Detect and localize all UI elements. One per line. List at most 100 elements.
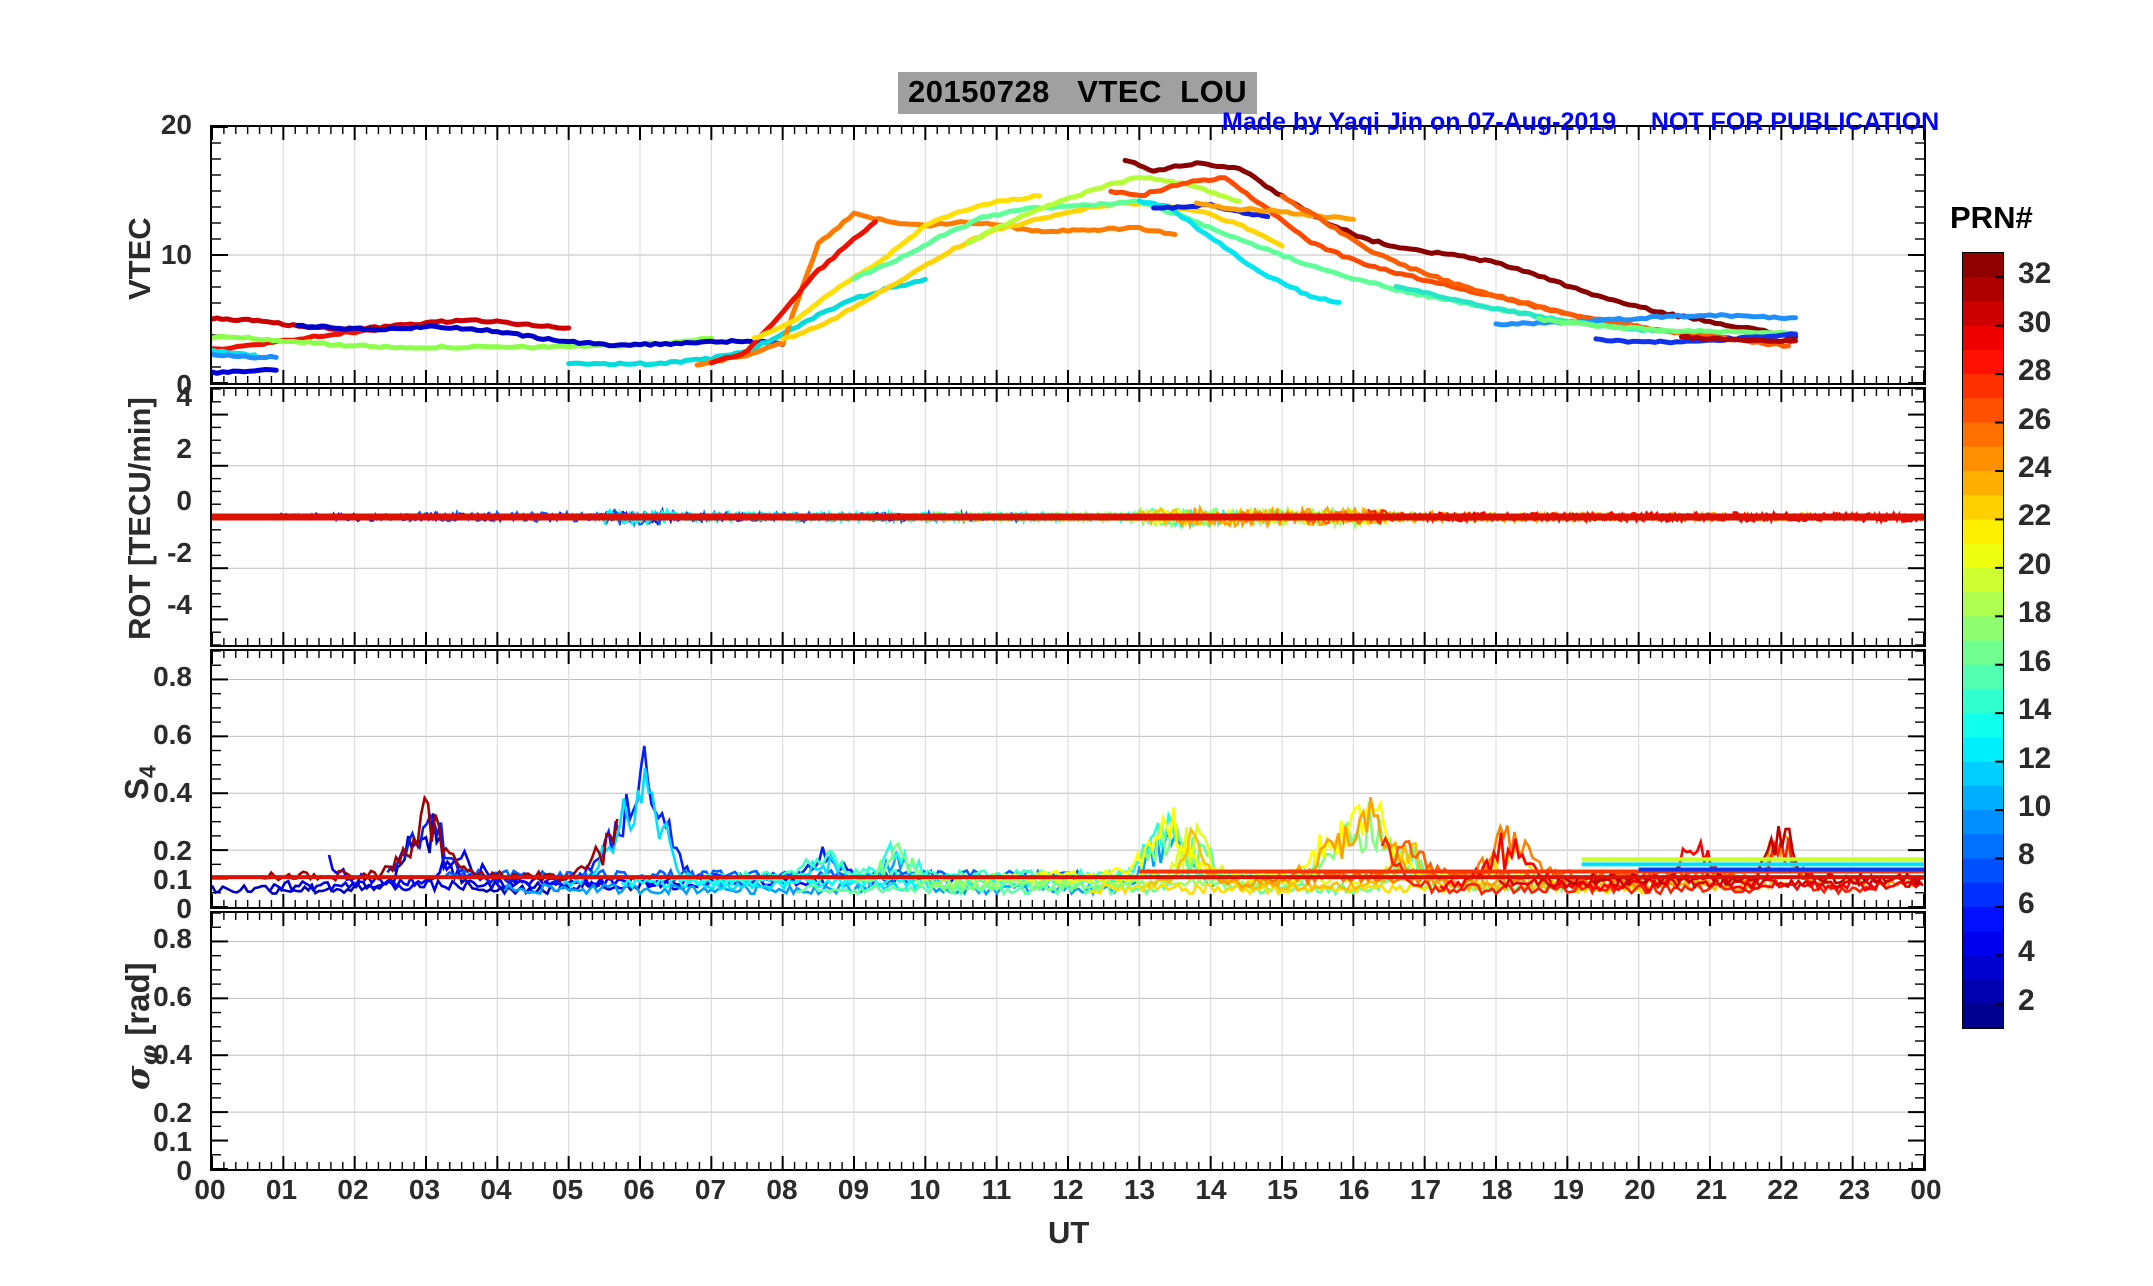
- s4-series-prn-12: [562, 767, 918, 892]
- panel-vtec: [210, 125, 1926, 385]
- s4-traces: [212, 745, 1924, 898]
- colorbar-swatch: [1963, 277, 2003, 303]
- credit-annotation: Made by Yaqi Jin on 07-Aug-2019 NOT FOR …: [1222, 108, 1940, 136]
- ytick-rot-2: 2: [176, 433, 192, 464]
- xtick-19: 19: [1552, 1174, 1585, 1205]
- colorbar-swatch: [1963, 543, 2003, 569]
- xtick-13: 13: [1123, 1174, 1156, 1205]
- colorbar-swatch: [1963, 374, 2003, 399]
- ytick-s4-04: 0.4: [153, 777, 192, 808]
- colorbar-swatch: [1963, 349, 2003, 375]
- ytick-rot-m2: -2: [167, 537, 192, 568]
- vtec-series-prn-28: [708, 219, 878, 366]
- colorbar-swatch: [1963, 325, 2003, 351]
- colorbar-swatch: [1963, 858, 2003, 884]
- ytick-sp-0: 0: [176, 1155, 192, 1186]
- colorbar-swatch: [1963, 567, 2003, 593]
- xtick-3: 03: [408, 1174, 441, 1205]
- colorbar-tick-24: 24: [2018, 450, 2052, 484]
- ytick-vtec-20: 20: [160, 109, 192, 140]
- xtick-2: 02: [337, 1174, 369, 1205]
- vtec-traces: [212, 157, 1799, 376]
- vtec-series-prn-15: [1536, 315, 1799, 337]
- ytick-rot-m4: -4: [167, 589, 192, 620]
- colorbar-tick-20: 20: [2018, 547, 2052, 581]
- panel-axes: [212, 913, 1924, 1169]
- xtick-4: 04: [480, 1174, 512, 1205]
- colorbar-swatch: [1963, 616, 2003, 642]
- ytick-s4-08: 0.8: [153, 661, 192, 692]
- colorbar-swatch: [1963, 737, 2003, 763]
- colorbar-tick-16: 16: [2018, 644, 2052, 678]
- colorbar-tick-14: 14: [2018, 693, 2052, 727]
- panel-axes: [212, 389, 1924, 645]
- vtec-series-prn-25: [1279, 193, 1791, 349]
- xtick-21: 21: [1695, 1174, 1728, 1205]
- colorbar-tick-22: 22: [2018, 499, 2052, 533]
- s4-series-prn-21: [1030, 799, 1528, 882]
- vtec-series-prn-10: [212, 351, 279, 361]
- panel-axes: [212, 127, 1924, 383]
- ytick-vtec-10: 10: [160, 239, 192, 270]
- colorbar-swatch: [1963, 979, 2003, 1005]
- axis-title-ut: UT: [1048, 1215, 1090, 1250]
- colorbar-swatch: [1963, 664, 2003, 690]
- colorbar-swatch: [1963, 640, 2003, 666]
- xtick-24: 00: [1910, 1174, 1942, 1205]
- colorbar-swatch: [1963, 931, 2003, 956]
- colorbar-title: PRN#: [1950, 200, 2033, 235]
- s4-series-prn-31: [1556, 825, 1923, 887]
- ytick-s4-06: 0.6: [153, 719, 192, 750]
- panel-rot: [210, 387, 1926, 647]
- vtec-series-prn-4: [295, 322, 786, 349]
- xtick-20: 20: [1624, 1174, 1656, 1205]
- xtick-18: 18: [1481, 1174, 1513, 1205]
- xtick-17: 17: [1409, 1174, 1442, 1205]
- vtec-series-prn-20: [780, 199, 1285, 342]
- xtick-5: 05: [551, 1174, 584, 1205]
- colorbar-swatch: [1963, 761, 2003, 787]
- xtick-22: 22: [1767, 1174, 1799, 1205]
- colorbar-swatch: [1963, 882, 2003, 908]
- colorbar-swatch: [1963, 785, 2003, 811]
- colorbar-swatch: [1963, 446, 2003, 472]
- panel-sigma-phi: [210, 911, 1926, 1171]
- colorbar-swatch: [1963, 422, 2003, 448]
- xtick-15: 15: [1266, 1174, 1299, 1205]
- xtick-23: 23: [1838, 1174, 1871, 1205]
- colorbar-swatch: [1963, 906, 2003, 932]
- vtec-series-prn-24: [694, 210, 1178, 368]
- colorbar-tick-26: 26: [2018, 402, 2052, 436]
- colorbar-swatch: [1963, 495, 2003, 521]
- xtick-1: 01: [265, 1174, 298, 1205]
- vtec-series-prn-23: [1193, 200, 1356, 222]
- xtick-9: 09: [837, 1174, 870, 1205]
- ytick-vtec-0: 0: [176, 369, 192, 400]
- colorbar-swatch: [1963, 955, 2003, 981]
- colorbar-swatch: [1963, 834, 2003, 860]
- xtick-8: 08: [766, 1174, 798, 1205]
- ytick-sp-01: 0.1: [153, 1126, 192, 1157]
- s4-series-prn-6: [386, 745, 956, 888]
- colorbar-swatch: [1963, 592, 2003, 617]
- ytick-s4-01: 0.1: [153, 864, 192, 895]
- colorbar-swatch: [1963, 398, 2003, 424]
- vtec-series-prn-3: [212, 367, 279, 376]
- colorbar-swatch: [1963, 519, 2003, 545]
- xtick-6: 06: [623, 1174, 655, 1205]
- colorbar-tick-2: 2: [2018, 983, 2035, 1017]
- ytick-sp-06: 0.6: [153, 981, 192, 1012]
- xtick-0: 00: [194, 1174, 226, 1205]
- colorbar-swatch: [1963, 253, 2003, 278]
- panel-s4: [210, 649, 1926, 909]
- ytick-rot-4: 4: [176, 381, 192, 412]
- colorbar-tick-28: 28: [2018, 354, 2052, 388]
- ytick-s4-0: 0: [176, 893, 192, 924]
- xtick-14: 14: [1195, 1174, 1227, 1205]
- colorbar-tick-4: 4: [2018, 935, 2035, 969]
- colorbar-tick-32: 32: [2018, 257, 2052, 291]
- colorbar: [1962, 252, 2004, 1029]
- ytick-sp-04: 0.4: [153, 1039, 192, 1070]
- vtec-series-prn-6: [1593, 331, 1799, 346]
